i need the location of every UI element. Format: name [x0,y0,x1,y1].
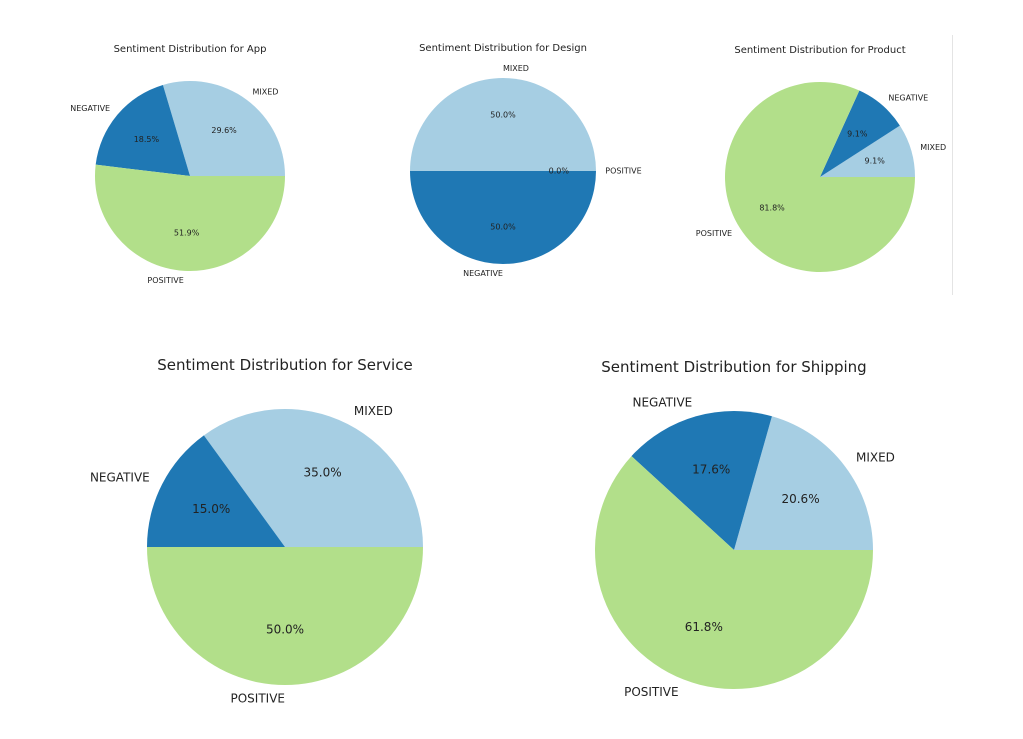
slice-percent-label: 17.6% [692,462,730,476]
slice-percent-label: 9.1% [847,129,868,138]
slice-label: NEGATIVE [888,93,928,102]
slice-label: NEGATIVE [463,269,503,278]
pie-slice-positive [95,164,286,271]
pie-slice-positive [147,547,423,685]
chart-title: Sentiment Distribution for Product [734,45,905,56]
slice-percent-label: 20.6% [781,492,819,506]
slice-label: NEGATIVE [632,395,692,409]
slice-percent-label: 15.0% [192,502,230,516]
slice-percent-label: 35.0% [304,466,342,480]
pie-slice-negative [147,435,285,547]
pie-slice-positive [725,82,915,273]
pie-slice-mixed [203,408,423,547]
chart-title: Sentiment Distribution for App [114,44,267,55]
slice-percent-label: 61.8% [685,620,723,634]
chart-title: Sentiment Distribution for Shipping [601,358,866,376]
pie-slice-negative [410,171,596,264]
pie-slice-negative [820,90,900,177]
slice-label: POSITIVE [231,691,286,705]
slice-label: MIXED [252,88,278,97]
pie-chart-design: Sentiment Distribution for Design MIXED 50… [410,43,642,278]
slice-percent-label: 0.0% [549,167,570,176]
slice-label: POSITIVE [624,685,679,699]
slice-percent-label: 50.0% [266,622,304,636]
slice-label: POSITIVE [696,229,732,238]
slice-percent-label: 81.8% [759,203,785,212]
slice-label: MIXED [920,143,946,152]
pie-slice-mixed [820,125,915,177]
pie-slice-mixed [162,81,285,176]
slice-label: MIXED [856,450,895,464]
pie-chart-product: Sentiment Distribution for Product MIXED 9… [696,45,946,273]
pie-slice-negative [95,84,190,176]
chart-title: Sentiment Distribution for Design [419,43,587,54]
slice-label: NEGATIVE [90,471,150,485]
pie-chart-service: Sentiment Distribution for Service MIXED 3… [90,356,423,705]
pie-slice-mixed [410,78,596,171]
pie-chart-shipping: Sentiment Distribution for Shipping MIXED… [595,358,895,699]
figure-divider [952,35,953,295]
slice-label: MIXED [354,404,393,418]
pie-slice-negative [631,411,772,550]
slice-percent-label: 29.6% [211,126,237,135]
slice-label: POSITIVE [605,167,641,176]
slice-percent-label: 50.0% [490,222,516,231]
slice-percent-label: 18.5% [134,135,160,144]
slice-label: MIXED [503,64,529,73]
pie-chart-app: Sentiment Distribution for App MIXED 29.6%… [70,44,286,285]
slice-label: NEGATIVE [70,104,110,113]
chart-title: Sentiment Distribution for Service [157,356,412,374]
pie-slice-positive [595,456,873,689]
slice-percent-label: 9.1% [865,156,886,165]
pie-slice-mixed [734,416,873,550]
slice-percent-label: 50.0% [490,111,516,120]
slice-percent-label: 51.9% [174,228,200,237]
slice-label: POSITIVE [147,276,183,285]
